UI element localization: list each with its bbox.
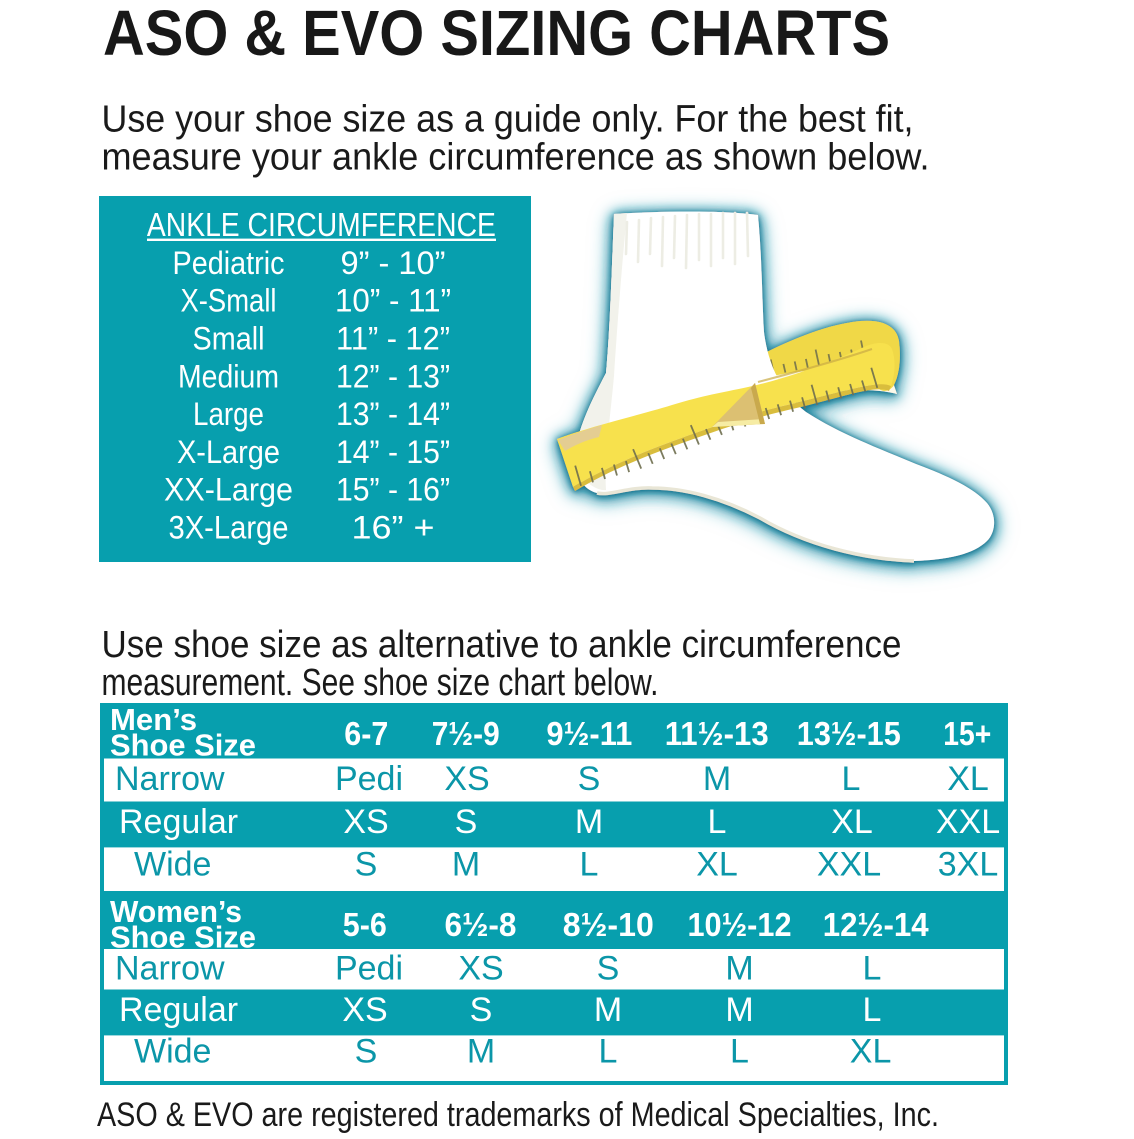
- svg-text:6-7: 6-7: [344, 716, 388, 753]
- svg-text:XXL: XXL: [936, 803, 1000, 841]
- svg-text:Shoe Size: Shoe Size: [110, 727, 256, 762]
- svg-text:Women’s: Women’s: [110, 894, 242, 929]
- svg-text:M: M: [725, 991, 753, 1029]
- svg-text:Wide: Wide: [134, 846, 211, 884]
- svg-text:XL: XL: [831, 803, 873, 841]
- svg-text:3X-Large: 3X-Large: [169, 510, 289, 546]
- svg-text:10” - 11”: 10” - 11”: [335, 283, 451, 319]
- svg-text:X-Small: X-Small: [181, 283, 277, 319]
- svg-text:L: L: [599, 1033, 618, 1071]
- svg-text:11” - 12”: 11” - 12”: [336, 320, 450, 356]
- svg-text:S: S: [355, 1033, 378, 1071]
- svg-text:XS: XS: [458, 950, 503, 988]
- svg-text:Narrow: Narrow: [115, 760, 225, 798]
- svg-text:12½-14: 12½-14: [823, 907, 929, 944]
- svg-text:8½-10: 8½-10: [563, 907, 654, 944]
- svg-text:S: S: [597, 950, 620, 988]
- svg-text:14” - 15”: 14” - 15”: [336, 434, 450, 470]
- svg-text:5-6: 5-6: [343, 907, 387, 944]
- svg-text:Pediatric: Pediatric: [173, 245, 285, 281]
- svg-text:Regular: Regular: [119, 991, 238, 1029]
- svg-text:L: L: [730, 1033, 749, 1071]
- svg-text:9½-11: 9½-11: [546, 716, 632, 753]
- svg-text:6½-8: 6½-8: [445, 907, 517, 944]
- svg-text:Large: Large: [193, 396, 264, 432]
- svg-text:ANKLE CIRCUMFERENCE: ANKLE CIRCUMFERENCE: [147, 206, 496, 243]
- svg-text:M: M: [703, 760, 731, 798]
- svg-text:L: L: [580, 846, 599, 884]
- svg-text:XL: XL: [850, 1033, 892, 1071]
- svg-text:XL: XL: [947, 760, 989, 798]
- svg-text:11½-13: 11½-13: [665, 716, 769, 753]
- svg-text:Men’s: Men’s: [110, 702, 197, 737]
- svg-text:L: L: [842, 760, 861, 798]
- svg-text:L: L: [863, 950, 882, 988]
- svg-text:10½-12: 10½-12: [688, 907, 792, 944]
- svg-text:L: L: [708, 803, 727, 841]
- svg-text:16” +: 16” +: [352, 510, 435, 546]
- svg-text:13” - 14”: 13” - 14”: [336, 396, 450, 432]
- svg-text:S: S: [355, 846, 378, 884]
- svg-text:measurement. See shoe size cha: measurement. See shoe size chart below.: [102, 662, 659, 704]
- svg-text:Narrow: Narrow: [115, 950, 225, 988]
- svg-text:Wide: Wide: [134, 1033, 211, 1071]
- svg-text:XX-Large: XX-Large: [164, 472, 293, 508]
- svg-text:Pedi: Pedi: [335, 950, 403, 988]
- svg-text:Use your shoe size as a guide: Use your shoe size as a guide only. For …: [102, 99, 914, 141]
- svg-text:Medium: Medium: [178, 358, 279, 394]
- svg-text:Use shoe size as alternative t: Use shoe size as alternative to ankle ci…: [102, 624, 902, 666]
- svg-text:Pedi: Pedi: [335, 760, 403, 798]
- svg-text:M: M: [725, 950, 753, 988]
- svg-text:Shoe Size: Shoe Size: [110, 920, 256, 955]
- svg-text:3XL: 3XL: [938, 846, 999, 884]
- svg-text:15+: 15+: [943, 716, 991, 753]
- svg-text:M: M: [467, 1033, 495, 1071]
- svg-text:13½-15: 13½-15: [797, 716, 901, 753]
- svg-text:S: S: [470, 991, 493, 1029]
- svg-text:M: M: [452, 846, 480, 884]
- svg-text:M: M: [594, 991, 622, 1029]
- svg-text:X-Large: X-Large: [177, 434, 280, 470]
- svg-text:XS: XS: [342, 991, 387, 1029]
- svg-text:15” - 16”: 15” - 16”: [336, 472, 450, 508]
- svg-text:S: S: [455, 803, 478, 841]
- svg-text:XS: XS: [444, 760, 489, 798]
- svg-text:12” - 13”: 12” - 13”: [336, 358, 450, 394]
- svg-text:M: M: [575, 803, 603, 841]
- svg-text:S: S: [578, 760, 601, 798]
- svg-text:ASO & EVO SIZING CHARTS: ASO & EVO SIZING CHARTS: [103, 0, 890, 69]
- svg-text:XXL: XXL: [817, 846, 881, 884]
- svg-text:Regular: Regular: [119, 803, 238, 841]
- svg-text:XL: XL: [696, 846, 738, 884]
- svg-text:measure your ankle circumferen: measure your ankle circumference as show…: [102, 137, 930, 179]
- svg-text:7½-9: 7½-9: [432, 716, 500, 753]
- svg-text:ASO & EVO are registered trade: ASO & EVO are registered trademarks of M…: [97, 1096, 939, 1134]
- svg-text:9” - 10”: 9” - 10”: [341, 245, 446, 281]
- svg-text:Small: Small: [193, 320, 265, 356]
- svg-text:XS: XS: [343, 803, 388, 841]
- svg-text:L: L: [863, 991, 882, 1029]
